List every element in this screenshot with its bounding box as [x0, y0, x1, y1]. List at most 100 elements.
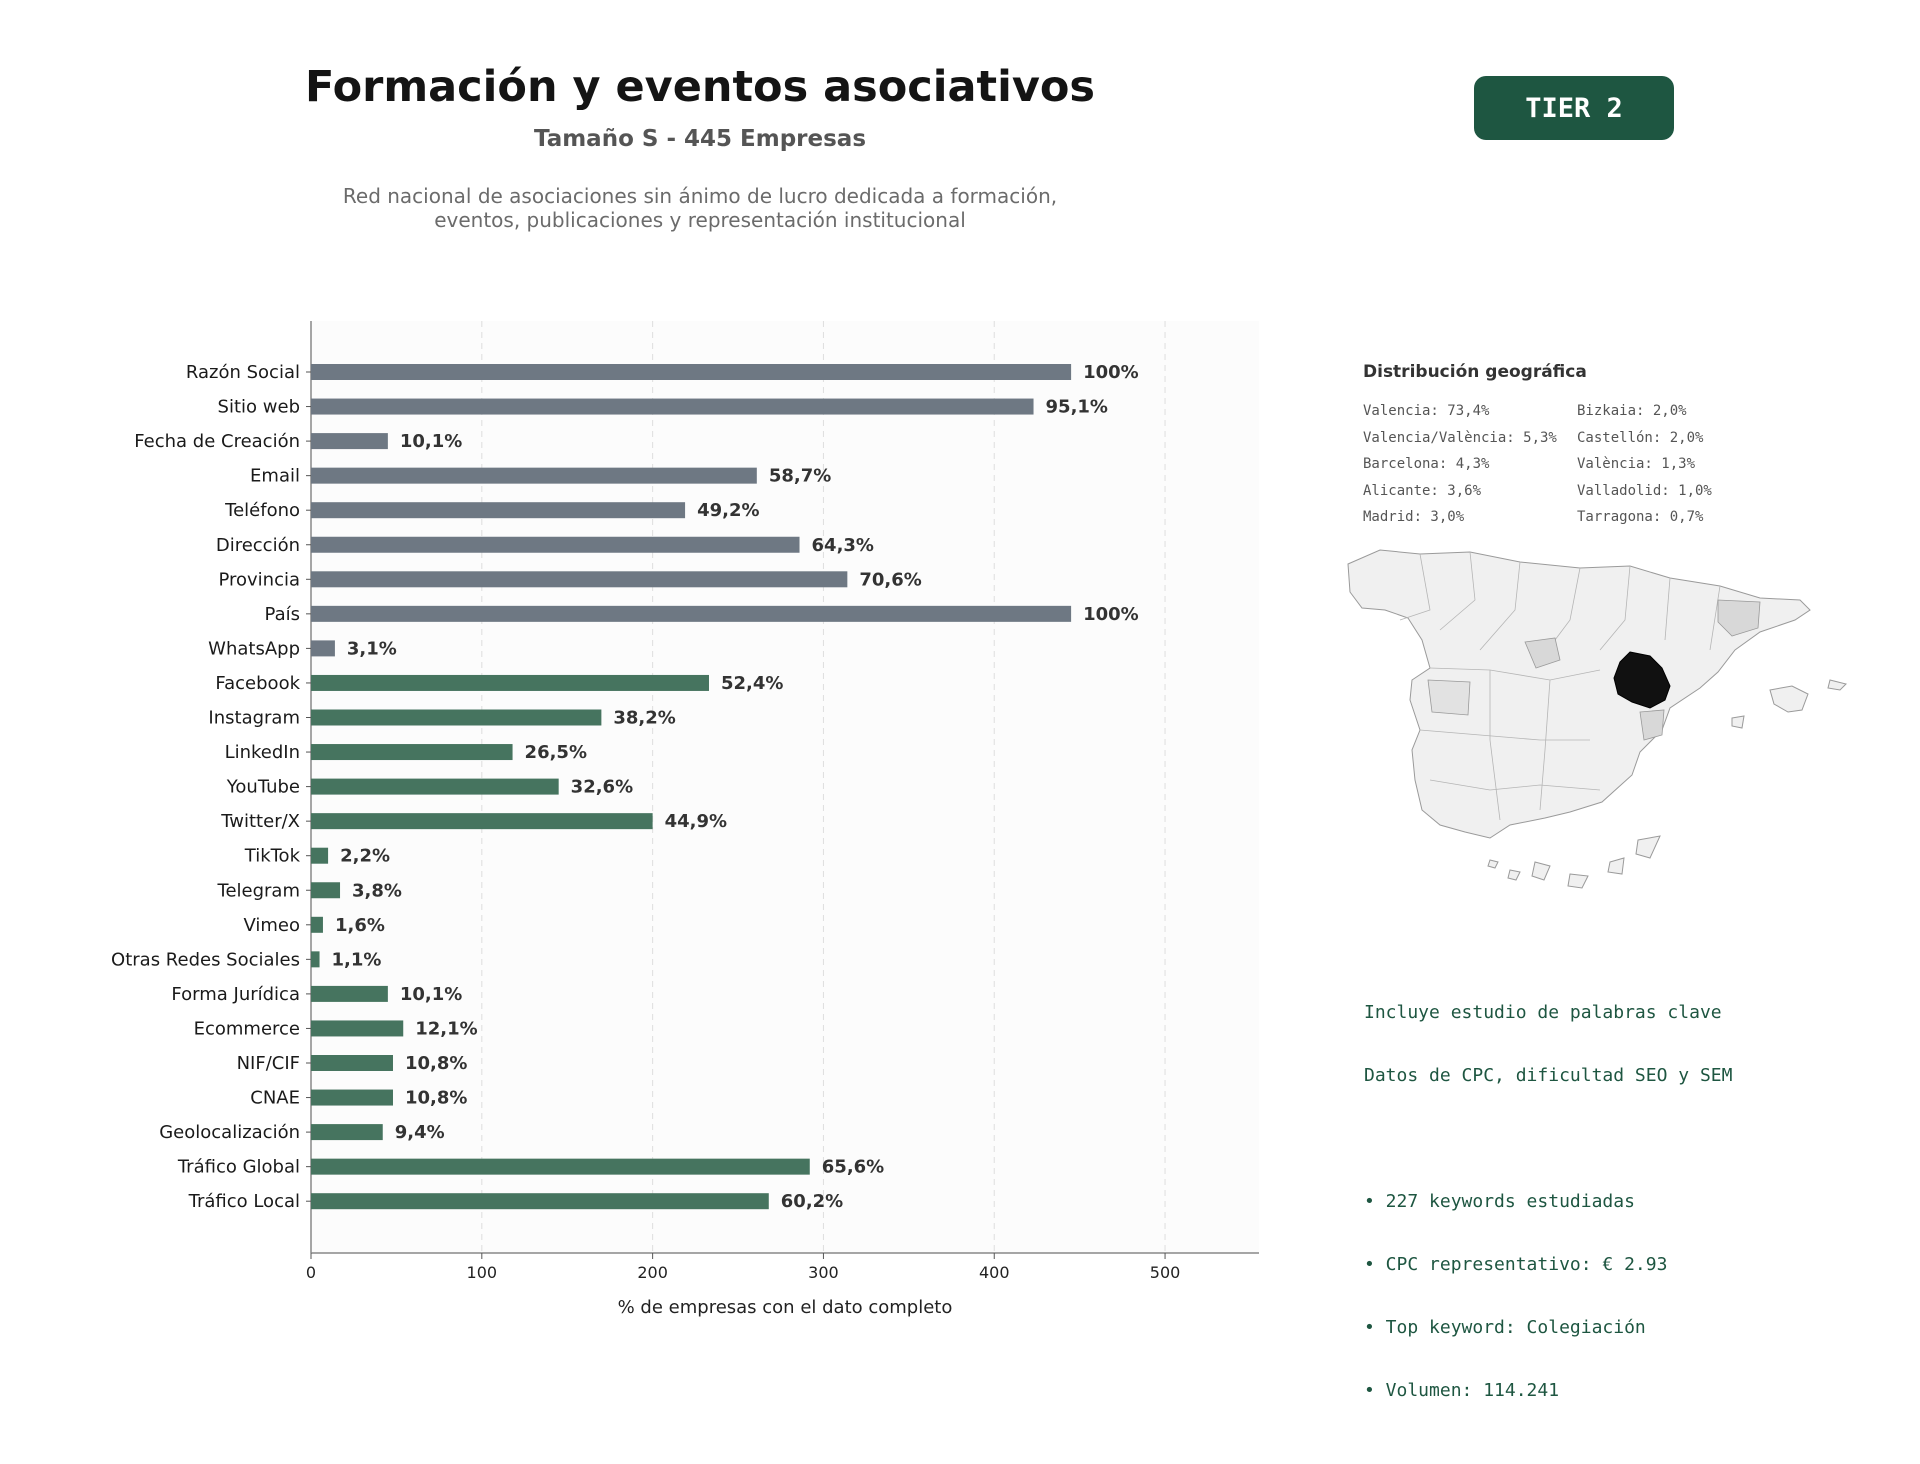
bar: [311, 674, 709, 691]
x-axis-label: % de empresas con el dato completo: [618, 1297, 953, 1318]
seo-bullet: • CPC representativo: € 2.93: [1364, 1254, 1668, 1275]
bar: [311, 605, 1072, 622]
category-label: Forma Jurídica: [171, 984, 300, 1005]
description-line-1: Red nacional de asociaciones sin ánimo d…: [342, 184, 1058, 208]
map-canary-3: [1567, 873, 1589, 889]
geo-entry: Castellón: 2,0%: [1577, 429, 1704, 446]
x-tick-label: 100: [467, 1263, 498, 1282]
value-label: 38,2%: [613, 708, 675, 729]
bar: [311, 951, 320, 968]
bar: [311, 433, 388, 450]
value-label: 49,2%: [697, 500, 759, 521]
geo-entry: Valladolid: 1,0%: [1577, 482, 1712, 499]
value-label: 10,8%: [405, 1088, 467, 1109]
category-label: Teléfono: [224, 500, 300, 521]
value-label: 3,1%: [347, 638, 397, 659]
map-region-highlight-valencia: [1613, 651, 1671, 709]
value-label: 12,1%: [415, 1018, 477, 1039]
x-tick-label: 0: [306, 1263, 316, 1282]
value-label: 32,6%: [571, 777, 633, 798]
category-label: WhatsApp: [208, 638, 300, 659]
value-label: 9,4%: [395, 1122, 445, 1143]
geo-list-col-1: Valencia: 73,4% Valencia/València: 5,3% …: [1363, 398, 1557, 531]
category-label: CNAE: [250, 1088, 300, 1109]
x-tick-label: 400: [979, 1263, 1010, 1282]
category-label: País: [265, 604, 300, 625]
category-label: Email: [250, 466, 300, 487]
value-label: 10,1%: [400, 984, 462, 1005]
geo-entry: Barcelona: 4,3%: [1363, 456, 1490, 472]
value-label: 70,6%: [859, 569, 921, 590]
category-label: Geolocalización: [159, 1122, 300, 1143]
x-tick-label: 300: [808, 1263, 839, 1282]
seo-line-1: Incluye estudio de palabras clave: [1364, 1002, 1722, 1023]
category-label: Sitio web: [218, 397, 300, 418]
value-label: 1,1%: [332, 949, 382, 970]
bar: [311, 398, 1034, 415]
map-balearic-minorca: [1827, 679, 1847, 691]
page-description: Red nacional de asociaciones sin ánimo d…: [200, 184, 1200, 232]
value-label: 64,3%: [812, 535, 874, 556]
category-label: Razón Social: [186, 362, 300, 383]
map-canary-2: [1607, 857, 1625, 875]
value-label: 100%: [1083, 604, 1139, 625]
bar: [311, 640, 335, 657]
bar: [311, 709, 602, 726]
map-canary-6: [1487, 859, 1499, 869]
geo-entry: Tarragona: 0,7%: [1577, 509, 1704, 525]
bar: [311, 1193, 769, 1210]
x-tick-label: 500: [1150, 1263, 1181, 1282]
category-label: Provincia: [218, 569, 300, 590]
category-label: LinkedIn: [225, 742, 300, 763]
bar: [311, 778, 559, 795]
category-label: NIF/CIF: [237, 1053, 300, 1074]
category-label: Otras Redes Sociales: [111, 949, 300, 970]
bar: [311, 744, 513, 761]
geo-entry: Alicante: 3,6%: [1363, 482, 1482, 499]
page-subtitle: Tamaño S - 445 Empresas: [533, 126, 867, 152]
bar: [311, 1089, 393, 1106]
category-label: Tráfico Global: [177, 1157, 300, 1178]
bar: [311, 536, 800, 553]
value-label: 2,2%: [340, 846, 390, 867]
geo-distribution-title: Distribución geográfica: [1363, 362, 1587, 382]
map-mainland: [1347, 549, 1811, 839]
bar: [311, 571, 848, 588]
category-label: Ecommerce: [194, 1018, 300, 1039]
map-balearic-ibiza: [1731, 715, 1745, 729]
category-label: TikTok: [244, 846, 301, 867]
x-tick-label: 200: [637, 1263, 668, 1282]
bar: [311, 467, 757, 484]
category-label: Twitter/X: [220, 811, 300, 832]
map-region-shaded-alicante: [1639, 709, 1665, 741]
seo-bullet: • 227 keywords estudiadas: [1364, 1191, 1635, 1212]
value-label: 1,6%: [335, 915, 385, 936]
spain-province-map: [1347, 549, 1847, 889]
bar: [311, 502, 686, 519]
value-label: 26,5%: [525, 742, 587, 763]
value-label: 44,9%: [665, 811, 727, 832]
geo-entry: València: 1,3%: [1577, 456, 1696, 472]
geo-entry: Valencia: 73,4%: [1363, 403, 1490, 419]
bar: [311, 364, 1072, 380]
category-label: Telegram: [217, 880, 300, 901]
value-label: 10,1%: [400, 431, 462, 452]
description-line-2: eventos, publicaciones y representación …: [434, 208, 966, 232]
bar: [311, 882, 341, 899]
value-label: 65,6%: [822, 1157, 884, 1178]
map-region-shaded-west: [1427, 679, 1471, 716]
map-canary-1: [1635, 835, 1661, 859]
bar: [311, 1055, 393, 1071]
category-label: Fecha de Creación: [134, 431, 300, 452]
bar: [311, 847, 329, 864]
value-label: 95,1%: [1046, 397, 1108, 418]
seo-line-2: Datos de CPC, dificultad SEO y SEM: [1364, 1065, 1733, 1086]
value-label: 3,8%: [352, 880, 402, 901]
bar: [311, 1158, 810, 1175]
bar: [311, 916, 323, 933]
category-label: Instagram: [208, 708, 300, 729]
geo-entry: Bizkaia: 2,0%: [1577, 403, 1687, 419]
value-label: 100%: [1083, 362, 1139, 383]
value-label: 60,2%: [781, 1191, 843, 1212]
value-label: 58,7%: [769, 466, 831, 487]
